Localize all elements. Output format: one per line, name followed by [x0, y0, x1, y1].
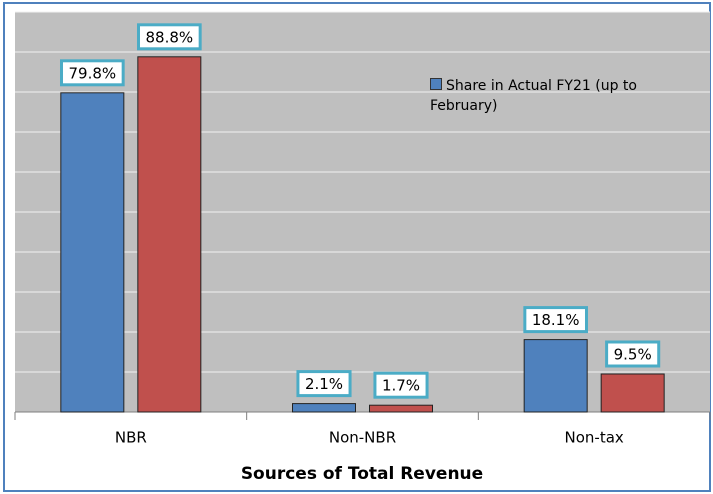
bar [369, 404, 433, 413]
bar [523, 339, 588, 413]
value-label-box [605, 340, 661, 368]
bar [292, 403, 356, 413]
legend-swatch [430, 78, 442, 90]
value-label: 1.7% [382, 377, 420, 395]
value-label: 9.5% [614, 346, 652, 364]
legend-label: Share in Actual FY21 (up to February) [430, 78, 637, 114]
legend: Share in Actual FY21 (up to February) [430, 76, 670, 116]
bar [137, 56, 202, 413]
x-tick-label: Non-NBR [329, 429, 396, 447]
value-label: 2.1% [305, 375, 343, 393]
value-label: 88.8% [146, 28, 194, 46]
x-axis-title: Sources of Total Revenue [241, 464, 483, 484]
value-label-box [60, 59, 125, 87]
x-tick-label: NBR [115, 429, 147, 447]
bar [600, 373, 665, 413]
value-label-box [373, 371, 429, 399]
x-tick-label: Non-tax [565, 429, 624, 447]
bar [60, 92, 125, 413]
value-label-box [296, 370, 352, 398]
value-label-box [137, 23, 202, 51]
value-label: 18.1% [532, 311, 580, 329]
legend-entry: Share in Actual FY21 (up to February) [430, 76, 670, 116]
value-label: 79.8% [69, 64, 117, 82]
value-label-box [523, 306, 588, 334]
